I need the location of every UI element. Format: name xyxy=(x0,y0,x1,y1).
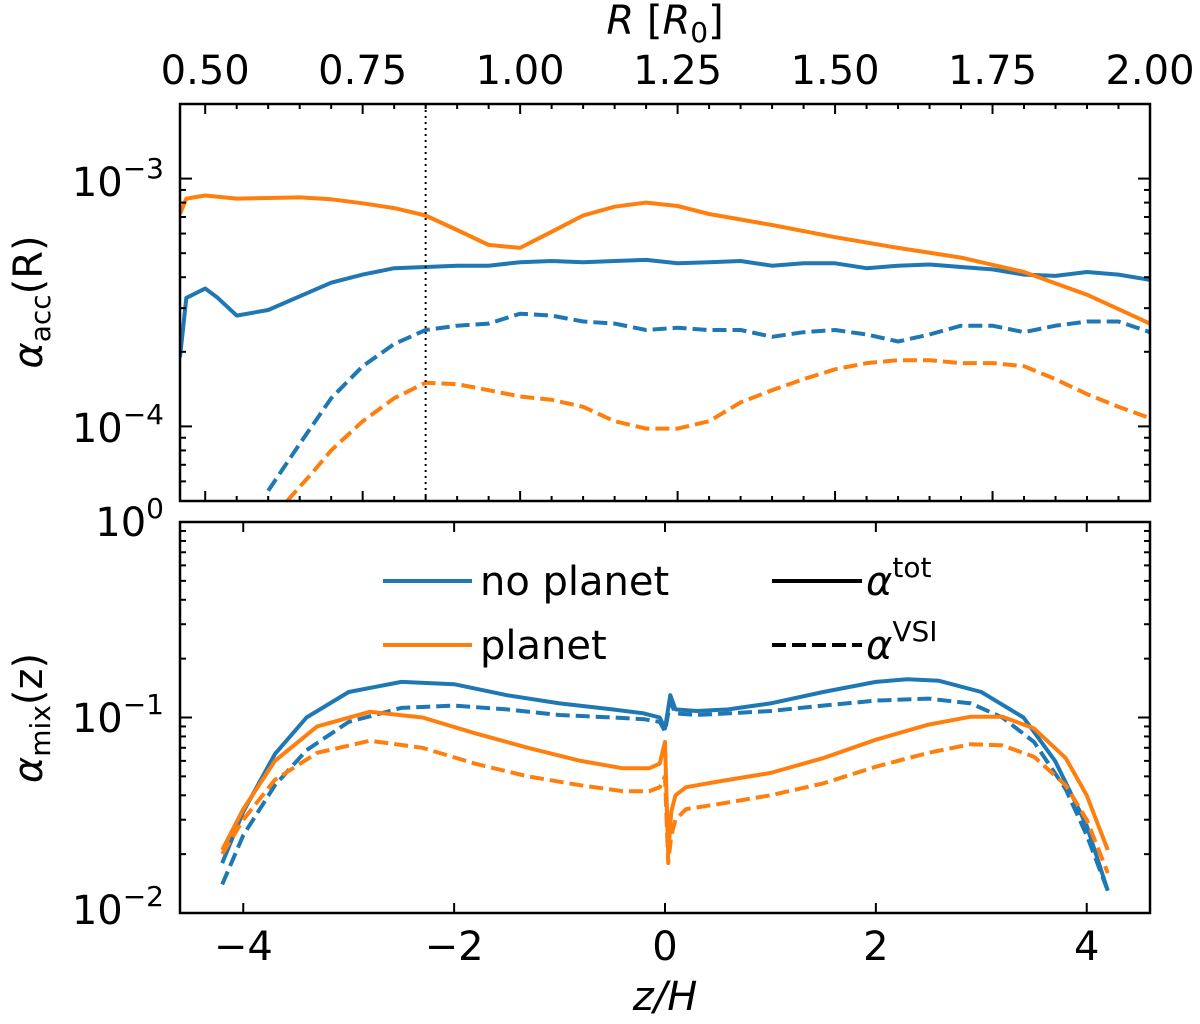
series-line-no_planet-solid xyxy=(180,257,1150,358)
series-line-planet-dashed xyxy=(220,738,1110,874)
top-axis-ticks xyxy=(180,103,1151,502)
series-line-no_planet-dashed xyxy=(220,696,1110,892)
bottom-x-tick-label: 0 xyxy=(652,924,677,970)
bottom-y-axis-label: αmix(z) xyxy=(6,653,57,783)
legend-label-planet: planet xyxy=(480,623,607,669)
top-x-tick-label: 2.00 xyxy=(1105,48,1194,94)
bottom-x-tick-label: −4 xyxy=(214,924,273,970)
bottom-x-tick-label: 4 xyxy=(1074,924,1099,970)
bottom-y-tick-label-1e-1: 10−1 xyxy=(72,688,164,742)
bottom-curves xyxy=(220,677,1110,892)
top-y-tick-label-1e-4: 10−4 xyxy=(72,398,164,452)
bottom-x-tick-label: 2 xyxy=(863,924,888,970)
top-x-tick-label: 1.75 xyxy=(948,48,1037,94)
top-x-tick-label: 0.50 xyxy=(161,48,250,94)
top-x-axis-label: R [R0] xyxy=(606,0,723,49)
top-y-tick-label-1e-3: 10−3 xyxy=(72,152,164,206)
legend-label-alpha-tot: αtot xyxy=(866,551,931,605)
top-x-tick-label: 0.75 xyxy=(318,48,407,94)
top-panel: 0.50 0.75 1.00 1.25 1.50 1.75 2.00 R [R0… xyxy=(6,0,1195,503)
bottom-plot-frame xyxy=(178,520,1152,915)
series-line-planet-solid xyxy=(220,709,1110,857)
legend: no planet planet αtot αVSI xyxy=(383,551,938,669)
bottom-x-tick-label: −2 xyxy=(425,924,484,970)
legend-label-alpha-vsi: αVSI xyxy=(866,615,938,669)
top-curves xyxy=(180,193,1150,501)
top-x-tick-label: 1.25 xyxy=(633,48,722,94)
series-line-no_planet-dashed xyxy=(266,311,1150,492)
top-plot-frame xyxy=(178,102,1152,503)
top-x-tick-label: 1.50 xyxy=(791,48,880,94)
legend-label-no-planet: no planet xyxy=(480,559,669,605)
bottom-y-tick-label-1e-2: 10−2 xyxy=(72,880,164,934)
top-x-tick-label: 1.00 xyxy=(476,48,565,94)
top-y-axis-label: αacc(R) xyxy=(6,235,57,368)
bottom-y-tick-label-1e0: 100 xyxy=(95,492,164,546)
series-line-planet-dashed xyxy=(285,358,1150,501)
bottom-x-axis-label: z/H xyxy=(632,974,698,1020)
bottom-panel: −4 −2 0 2 4 z/H 100 10−1 10−2 αmix(z) no… xyxy=(6,492,1152,1020)
series-line-no_planet-solid xyxy=(220,677,1110,892)
series-line-planet-solid xyxy=(180,193,1150,326)
